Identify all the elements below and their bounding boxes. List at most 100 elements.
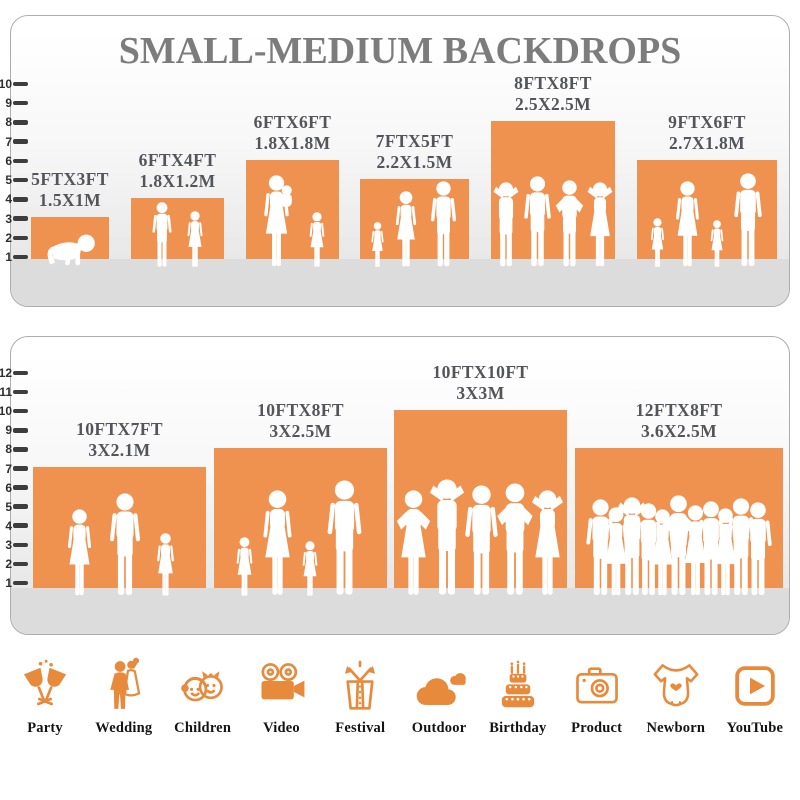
- silhouette-group-family-of-four: [637, 173, 777, 268]
- size-feet-label: 9FTX6FT: [668, 112, 746, 133]
- category-wedding: Wedding: [95, 654, 153, 737]
- birthday-icon: [489, 654, 547, 718]
- silhouette-man-up: [617, 497, 647, 595]
- panel-small-medium: SMALL-MEDIUM BACKDROPS 5FTX3FT 1.5X1M 6FTX…: [10, 15, 790, 307]
- backdrop-bar: 6FTX6FT 1.8X1.8M: [246, 112, 339, 267]
- outdoor-icon: [410, 654, 468, 718]
- backdrop-bar: 9FTX6FT 2.7X1.8M: [637, 112, 777, 268]
- category-product: Product: [568, 654, 626, 737]
- silhouette-group-three-person-family: [33, 493, 206, 597]
- category-youtube: YouTube: [726, 654, 784, 737]
- silhouette-woman-up: [531, 490, 564, 595]
- backdrop-bar: 12FTX8FT 3.6X2.5M: [575, 400, 783, 596]
- silhouette-woman: [263, 490, 292, 595]
- silhouette-baby: [47, 234, 95, 266]
- youtube-icon: [726, 654, 784, 718]
- backdrop-bar: 10FTX10FT 3X3M: [394, 362, 567, 595]
- silhouette-man: [733, 173, 762, 267]
- size-feet-label: 8FTX8FT: [514, 73, 592, 94]
- silhouette-group-family-of-three: [360, 181, 469, 268]
- silhouette-woman-baby: [263, 175, 292, 267]
- category-label: Video: [263, 720, 300, 736]
- backdrop-size-label: 7FTX5FT 2.2X1.5M: [376, 131, 454, 172]
- silhouette-woman: [683, 505, 708, 596]
- bars-area-bottom: 10FTX7FT 3X2.1M 10FTX8FT 3X2.5M 10FTX10FT 3X3…: [11, 337, 789, 634]
- size-feet-label: 6FTX6FT: [253, 112, 332, 133]
- silhouette-girl: [156, 533, 174, 596]
- category-label: Outdoor: [411, 720, 467, 736]
- category-row: Party Wedding Children Video Festival Outdoor…: [0, 654, 800, 737]
- size-meters-label: 3X2.5M: [269, 420, 332, 441]
- category-children: Children: [174, 654, 232, 737]
- category-festival: Festival: [331, 654, 389, 737]
- silhouette-girl: [309, 212, 324, 267]
- size-meters-label: 2.7X1.8M: [668, 132, 746, 153]
- size-meters-label: 1.8X1.2M: [139, 170, 216, 191]
- silhouette-man: [744, 502, 772, 596]
- backdrop-size-label: 10FTX8FT 3X2.5M: [257, 400, 344, 441]
- festival-icon: [331, 654, 389, 718]
- size-feet-label: 10FTX7FT: [76, 419, 163, 440]
- size-meters-label: 2.2X1.5M: [376, 151, 453, 172]
- backdrop-size-label: 12FTX8FT 3.6X2.5M: [636, 400, 723, 441]
- size-meters-label: 2.5X2.5M: [514, 93, 592, 114]
- silhouette-group-five-adults-posing: [394, 479, 567, 597]
- category-label: Festival: [335, 720, 386, 736]
- silhouette-man-hips: [497, 483, 533, 595]
- size-meters-label: 1.5X1M: [38, 189, 102, 210]
- backdrop-size-label: 6FTX6FT 1.8X1.8M: [254, 112, 332, 153]
- silhouette-girl: [710, 220, 723, 268]
- wedding-icon: [95, 654, 153, 718]
- silhouette-man: [465, 485, 498, 595]
- category-video: Video: [252, 654, 310, 737]
- silhouette-girl: [187, 211, 203, 267]
- silhouette-group-mother-with-baby-and-girl: [246, 175, 339, 268]
- silhouette-man: [109, 493, 140, 595]
- silhouette-girl: [650, 218, 664, 267]
- size-feet-label: 5FTX3FT: [31, 169, 109, 190]
- silhouette-man-hips: [555, 180, 584, 267]
- party-icon: [16, 654, 74, 718]
- size-meters-label: 3.6X2.5M: [640, 420, 718, 441]
- backdrop-size-label: 10FTX10FT 3X3M: [433, 362, 529, 403]
- silhouette-man: [327, 480, 362, 595]
- page-title: SMALL-MEDIUM BACKDROPS: [118, 30, 682, 72]
- floor-strip: [11, 259, 789, 306]
- size-meters-label: 1.8X1.8M: [254, 132, 331, 153]
- category-label: Birthday: [489, 720, 547, 736]
- children-icon: [174, 654, 232, 718]
- silhouette-man-up: [429, 479, 465, 595]
- backdrop-size-label: 8FTX8FT 2.5X2.5M: [514, 73, 592, 114]
- category-label: Party: [27, 720, 63, 736]
- size-meters-label: 3X3M: [456, 382, 505, 403]
- video-icon: [252, 654, 310, 718]
- silhouette-boy: [152, 202, 172, 267]
- silhouette-man-up: [493, 182, 519, 267]
- silhouette-group-baby-crawling: [31, 232, 109, 268]
- silhouette-girl: [236, 537, 253, 596]
- backdrop-bar: 6FTX4FT 1.8X1.2M: [131, 150, 224, 267]
- category-party: Party: [16, 654, 74, 737]
- category-label: Newborn: [646, 720, 706, 736]
- silhouette-man: [524, 176, 551, 267]
- backdrop-size-label: 9FTX6FT 2.7X1.8M: [668, 112, 746, 153]
- panel-medium-large: 10FTX7FT 3X2.1M 10FTX8FT 3X2.5M 10FTX10FT 3X3…: [10, 336, 790, 635]
- size-feet-label: 10FTX8FT: [257, 400, 344, 421]
- silhouette-woman: [675, 181, 699, 267]
- backdrop-bar: 10FTX8FT 3X2.5M: [214, 400, 387, 596]
- category-newborn: Newborn: [647, 654, 706, 737]
- backdrop-size-label: 6FTX4FT 1.8X1.2M: [139, 150, 217, 191]
- category-label: Children: [174, 720, 232, 736]
- category-label: Wedding: [95, 720, 153, 736]
- size-feet-label: 7FTX5FT: [375, 131, 454, 152]
- size-meters-label: 3X2.1M: [88, 439, 151, 460]
- silhouette-man: [430, 181, 456, 267]
- backdrop-bar: 7FTX5FT 2.2X1.5M: [360, 131, 469, 268]
- newborn-icon: [647, 654, 705, 718]
- silhouette-woman-hips: [396, 490, 431, 595]
- backdrop-size-label: 5FTX3FT 1.5X1M: [31, 169, 109, 210]
- backdrop-size-label: 10FTX7FT 3X2.1M: [76, 419, 163, 460]
- silhouette-girl: [370, 222, 384, 268]
- silhouette-woman: [67, 509, 91, 596]
